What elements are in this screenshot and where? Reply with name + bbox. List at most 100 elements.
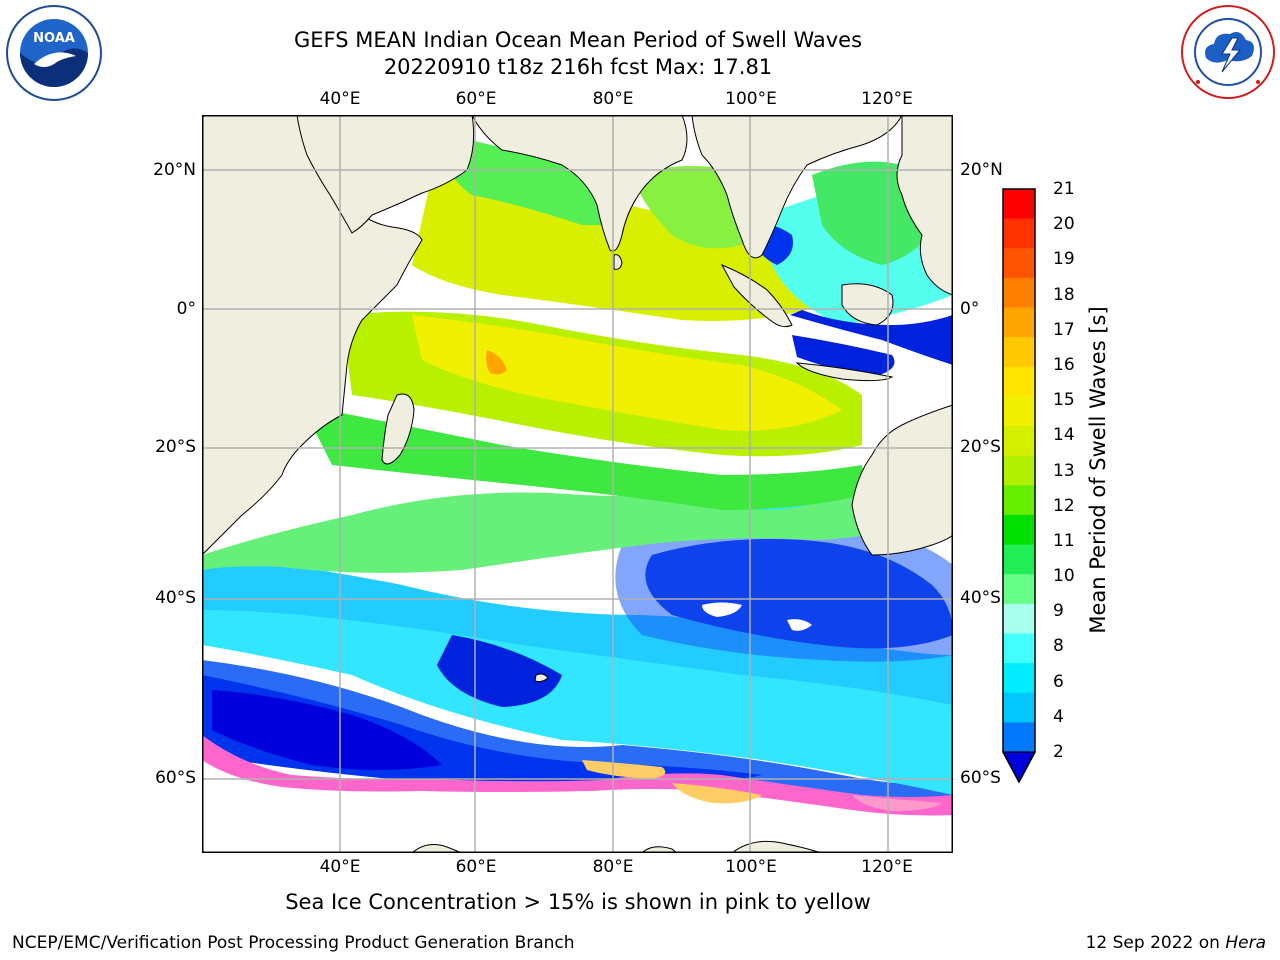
lon-label-top-40e: 40°E	[319, 89, 361, 109]
lon-label-bottom-80e: 80°E	[592, 857, 634, 877]
land-sumatra	[720, 264, 793, 328]
field-band-blue-java-sea	[792, 335, 895, 377]
field-band-green-bay	[632, 166, 744, 249]
field-band-lightcyan	[202, 555, 953, 705]
lat-label-left-20s: 20°S	[155, 437, 196, 457]
land-australia	[851, 404, 953, 556]
colorbar	[1002, 188, 1036, 784]
colorbar-under-triangle	[1002, 751, 1036, 784]
nws-logo	[1181, 5, 1275, 99]
footer-date: 12 Sep 2022 on Hera	[1086, 933, 1266, 953]
colorbar-tick-label: 6	[1053, 671, 1064, 692]
footer-credit: NCEP/EMC/Verification Post Processing Pr…	[12, 933, 575, 953]
colorbar-segments	[1003, 189, 1035, 753]
lon-label-bottom-120e: 120°E	[861, 857, 913, 877]
chart-subtitle: 20220910 t18z 216h fcst Max: 17.81	[383, 55, 773, 79]
colorbar-segment	[1003, 337, 1035, 368]
colorbar-segment	[1003, 366, 1035, 397]
colorbar-segment	[1003, 663, 1035, 694]
sea-ice-inner	[582, 760, 666, 779]
lat-label-left-20n: 20°N	[153, 160, 196, 180]
field-band-green-arabian	[442, 135, 622, 225]
map-frame	[202, 115, 953, 853]
colorbar-segment	[1003, 396, 1035, 427]
lon-label-top-60e: 60°E	[455, 89, 497, 109]
land-india	[471, 115, 688, 252]
field-band-green	[302, 405, 862, 510]
footer-host: Hera	[1225, 933, 1266, 953]
colorbar-tick-label: 13	[1053, 460, 1075, 481]
colorbar-segment	[1003, 485, 1035, 516]
field-band-blue-middle	[615, 519, 953, 662]
colorbar-segment	[1003, 544, 1035, 575]
colorbar-tick-label: 17	[1053, 319, 1075, 340]
lon-label-top-100e: 100°E	[725, 89, 777, 109]
field-band-deep-blue-south	[202, 660, 953, 815]
land-se-asia	[691, 115, 903, 259]
sea-ice-caption: Sea Ice Concentration > 15% is shown in …	[285, 890, 871, 914]
lat-label-right-60s: 60°S	[960, 768, 1001, 788]
field-band-orange-patch	[486, 350, 507, 375]
sea-ice-fringe	[202, 735, 953, 816]
field-band-deep-blue-sw	[212, 690, 442, 770]
colorbar-tick-label: 8	[1053, 636, 1064, 657]
land-philippines-east	[896, 115, 953, 296]
colorbar-tick-label: 21	[1053, 179, 1075, 199]
land-madagascar	[381, 393, 415, 465]
lat-label-right-20n: 20°N	[960, 160, 1003, 180]
colorbar-tick-label: 20	[1053, 214, 1075, 235]
land-kerguelen	[534, 673, 549, 683]
lon-label-top-120e: 120°E	[861, 89, 913, 109]
lat-label-left-0: 0°	[176, 299, 196, 319]
land-sri-lanka	[613, 254, 623, 270]
chart-title: GEFS MEAN Indian Ocean Mean Period of Sw…	[293, 28, 863, 52]
colorbar-title: Mean Period of Swell Waves [s]	[1086, 306, 1110, 634]
lat-label-right-20s: 20°S	[960, 437, 1001, 457]
colorbar-tick-label: 11	[1053, 530, 1075, 551]
noaa-logo-text: NOAA	[33, 31, 75, 46]
lon-label-bottom-40e: 40°E	[319, 857, 361, 877]
colorbar-segment	[1003, 277, 1035, 309]
colorbar-outline	[1002, 188, 1036, 784]
colorbar-segment	[1003, 189, 1035, 220]
lon-label-bottom-60e: 60°E	[455, 857, 497, 877]
swell-period-map	[202, 115, 953, 853]
colorbar-tick-label: 9	[1053, 601, 1064, 622]
colorbar-segment	[1003, 248, 1035, 279]
lat-label-left-40s: 40°S	[155, 588, 196, 608]
colorbar-tick-label: 12	[1053, 495, 1075, 516]
lat-label-left-60s: 60°S	[155, 768, 196, 788]
colorbar-segment	[1003, 514, 1035, 546]
land-java	[795, 362, 894, 382]
colorbar-tick-label: 2	[1053, 742, 1064, 762]
colorbar-tick-label: 18	[1053, 284, 1075, 305]
colorbar-segment	[1003, 574, 1035, 605]
field-band-blue-indonesia	[790, 310, 953, 365]
colorbar-segment	[1003, 218, 1035, 249]
nodata-patch-center	[702, 602, 742, 617]
lat-label-right-0: 0°	[960, 299, 980, 319]
colorbar-tick-label: 10	[1053, 566, 1075, 587]
colorbar-tick-label: 4	[1053, 706, 1064, 727]
field-band-blue-kerguelen	[437, 635, 562, 707]
footer-date-text: 12 Sep 2022 on	[1085, 933, 1226, 953]
colorbar-segment	[1003, 307, 1035, 338]
colorbar-segment	[1003, 722, 1035, 753]
nodata-patch-east	[787, 619, 812, 631]
colorbar-segment	[1003, 633, 1035, 664]
colorbar-segment	[1003, 692, 1035, 723]
sea-ice-inner-far-east	[852, 795, 942, 811]
land-borneo	[841, 283, 894, 326]
colorbar-tick-label: 15	[1053, 390, 1075, 411]
field-band-yellow	[412, 315, 842, 431]
lon-label-bottom-100e: 100°E	[725, 857, 777, 877]
graticule	[202, 115, 953, 853]
colorbar-tick-label: 16	[1053, 354, 1075, 375]
colorbar-tick-label: 14	[1053, 425, 1075, 446]
colorbar-segment	[1003, 603, 1035, 634]
lat-label-right-40s: 40°S	[960, 588, 1001, 608]
noaa-logo: NOAA	[6, 5, 102, 101]
lon-label-top-80e: 80°E	[592, 89, 634, 109]
colorbar-tick-label: 19	[1053, 249, 1075, 270]
sea-ice-inner-east	[672, 783, 762, 804]
